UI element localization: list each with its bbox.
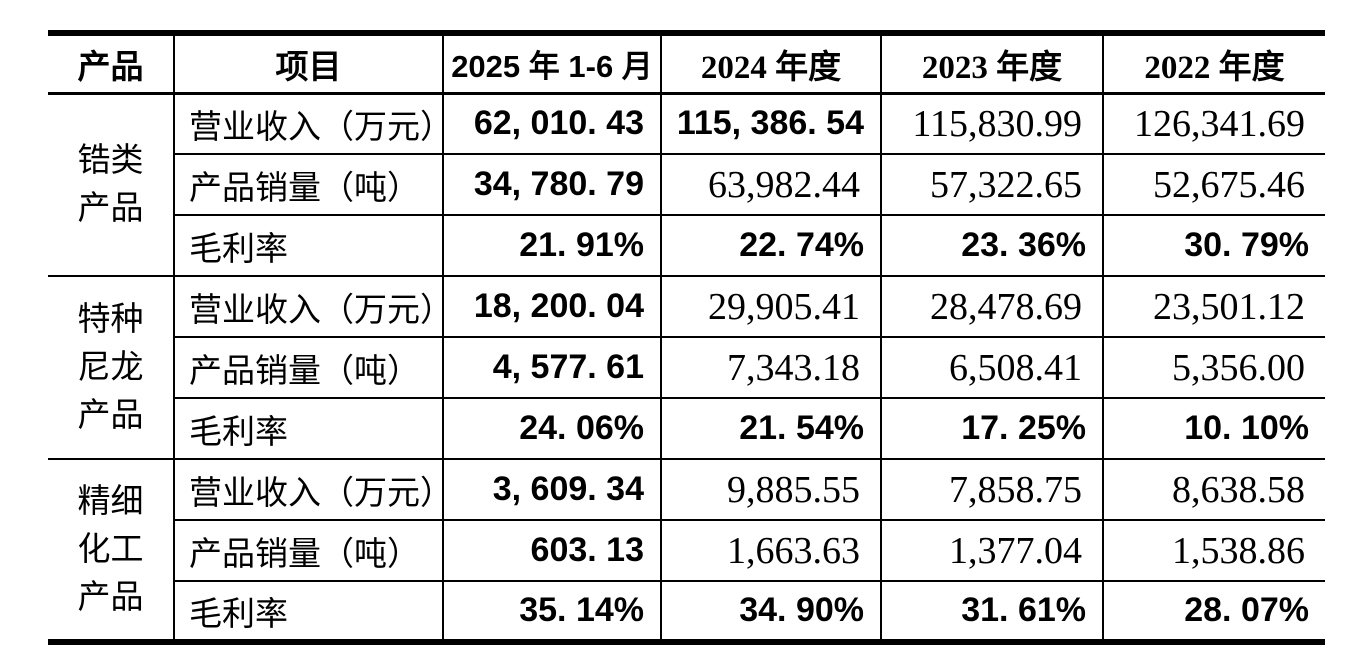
- metric-label-cell: 毛利率: [173, 214, 444, 277]
- value-cell: 22. 74%: [660, 214, 882, 277]
- metric-label-cell: 营业收入（万元）: [173, 458, 444, 521]
- metric-label-cell: 营业收入（万元）: [173, 92, 444, 155]
- value-cell: 30. 79%: [1102, 214, 1325, 277]
- metric-label-cell: 产品销量（吨）: [173, 153, 444, 216]
- value-cell: 1,538.86: [1102, 519, 1325, 582]
- product-group-cell: 特种 尼龙 产品: [48, 275, 175, 460]
- value-cell: 21. 54%: [660, 397, 882, 460]
- value-cell: 1,663.63: [660, 519, 882, 582]
- value-cell: 4, 577. 61: [442, 336, 662, 399]
- value-cell: 8,638.58: [1102, 458, 1325, 521]
- value-cell: 24. 06%: [442, 397, 662, 460]
- value-cell: 34. 90%: [660, 580, 882, 643]
- value-cell: 23,501.12: [1102, 275, 1325, 338]
- product-group-cell: 锆类 产品: [48, 92, 175, 277]
- value-cell: 1,377.04: [880, 519, 1104, 582]
- value-cell: 23. 36%: [880, 214, 1104, 277]
- table-row: 产品销量（吨） 4, 577. 61 7,343.18 6,508.41 5,3…: [48, 336, 1325, 399]
- value-cell: 28,478.69: [880, 275, 1104, 338]
- value-cell: 28. 07%: [1102, 580, 1325, 643]
- col-header-product: 产品: [48, 33, 175, 95]
- value-cell: 126,341.69: [1102, 92, 1325, 155]
- table-row: 特种 尼龙 产品 营业收入（万元） 18, 200. 04 29,905.41 …: [48, 275, 1325, 460]
- value-cell: 29,905.41: [660, 275, 882, 338]
- table-row: 毛利率 35. 14% 34. 90% 31. 61% 28. 07%: [48, 580, 1325, 643]
- product-group-cell: 精细 化工 产品: [48, 458, 175, 643]
- value-cell: 9,885.55: [660, 458, 882, 521]
- table-row: 精细 化工 产品 营业收入（万元） 3, 609. 34 9,885.55 7,…: [48, 458, 1325, 643]
- value-cell: 10. 10%: [1102, 397, 1325, 460]
- value-cell: 5,356.00: [1102, 336, 1325, 399]
- header-row: 产品 项目 2025 年 1-6 月 2024 年度 2023 年度 2022 …: [48, 33, 1325, 95]
- col-header-2022: 2022 年度: [1102, 33, 1325, 95]
- value-cell: 603. 13: [442, 519, 662, 582]
- table-row: 毛利率 24. 06% 21. 54% 17. 25% 10. 10%: [48, 397, 1325, 460]
- table-row: 毛利率 21. 91% 22. 74% 23. 36% 30. 79%: [48, 214, 1325, 277]
- col-header-item: 项目: [173, 33, 444, 95]
- metric-label-cell: 产品销量（吨）: [173, 336, 444, 399]
- col-header-2024: 2024 年度: [660, 33, 882, 95]
- value-cell: 31. 61%: [880, 580, 1104, 643]
- value-cell: 7,858.75: [880, 458, 1104, 521]
- value-cell: 62, 010. 43: [442, 92, 662, 155]
- value-cell: 115,830.99: [880, 92, 1104, 155]
- value-cell: 52,675.46: [1102, 153, 1325, 216]
- value-cell: 63,982.44: [660, 153, 882, 216]
- value-cell: 3, 609. 34: [442, 458, 662, 521]
- metric-label-cell: 产品销量（吨）: [173, 519, 444, 582]
- value-cell: 6,508.41: [880, 336, 1104, 399]
- financial-table: 产品 项目 2025 年 1-6 月 2024 年度 2023 年度 2022 …: [48, 30, 1325, 645]
- value-cell: 21. 91%: [442, 214, 662, 277]
- table-row: 锆类 产品 营业收入（万元） 62, 010. 43 115, 386. 54 …: [48, 92, 1325, 277]
- value-cell: 17. 25%: [880, 397, 1104, 460]
- col-header-2023: 2023 年度: [880, 33, 1104, 95]
- metric-label-cell: 毛利率: [173, 580, 444, 643]
- col-header-2025h1: 2025 年 1-6 月: [442, 33, 662, 95]
- value-cell: 18, 200. 04: [442, 275, 662, 338]
- metric-label-cell: 营业收入（万元）: [173, 275, 444, 338]
- table-row: 产品销量（吨） 34, 780. 79 63,982.44 57,322.65 …: [48, 153, 1325, 216]
- value-cell: 35. 14%: [442, 580, 662, 643]
- metric-label-cell: 毛利率: [173, 397, 444, 460]
- value-cell: 7,343.18: [660, 336, 882, 399]
- value-cell: 115, 386. 54: [660, 92, 882, 155]
- value-cell: 34, 780. 79: [442, 153, 662, 216]
- table-row: 产品销量（吨） 603. 13 1,663.63 1,377.04 1,538.…: [48, 519, 1325, 582]
- value-cell: 57,322.65: [880, 153, 1104, 216]
